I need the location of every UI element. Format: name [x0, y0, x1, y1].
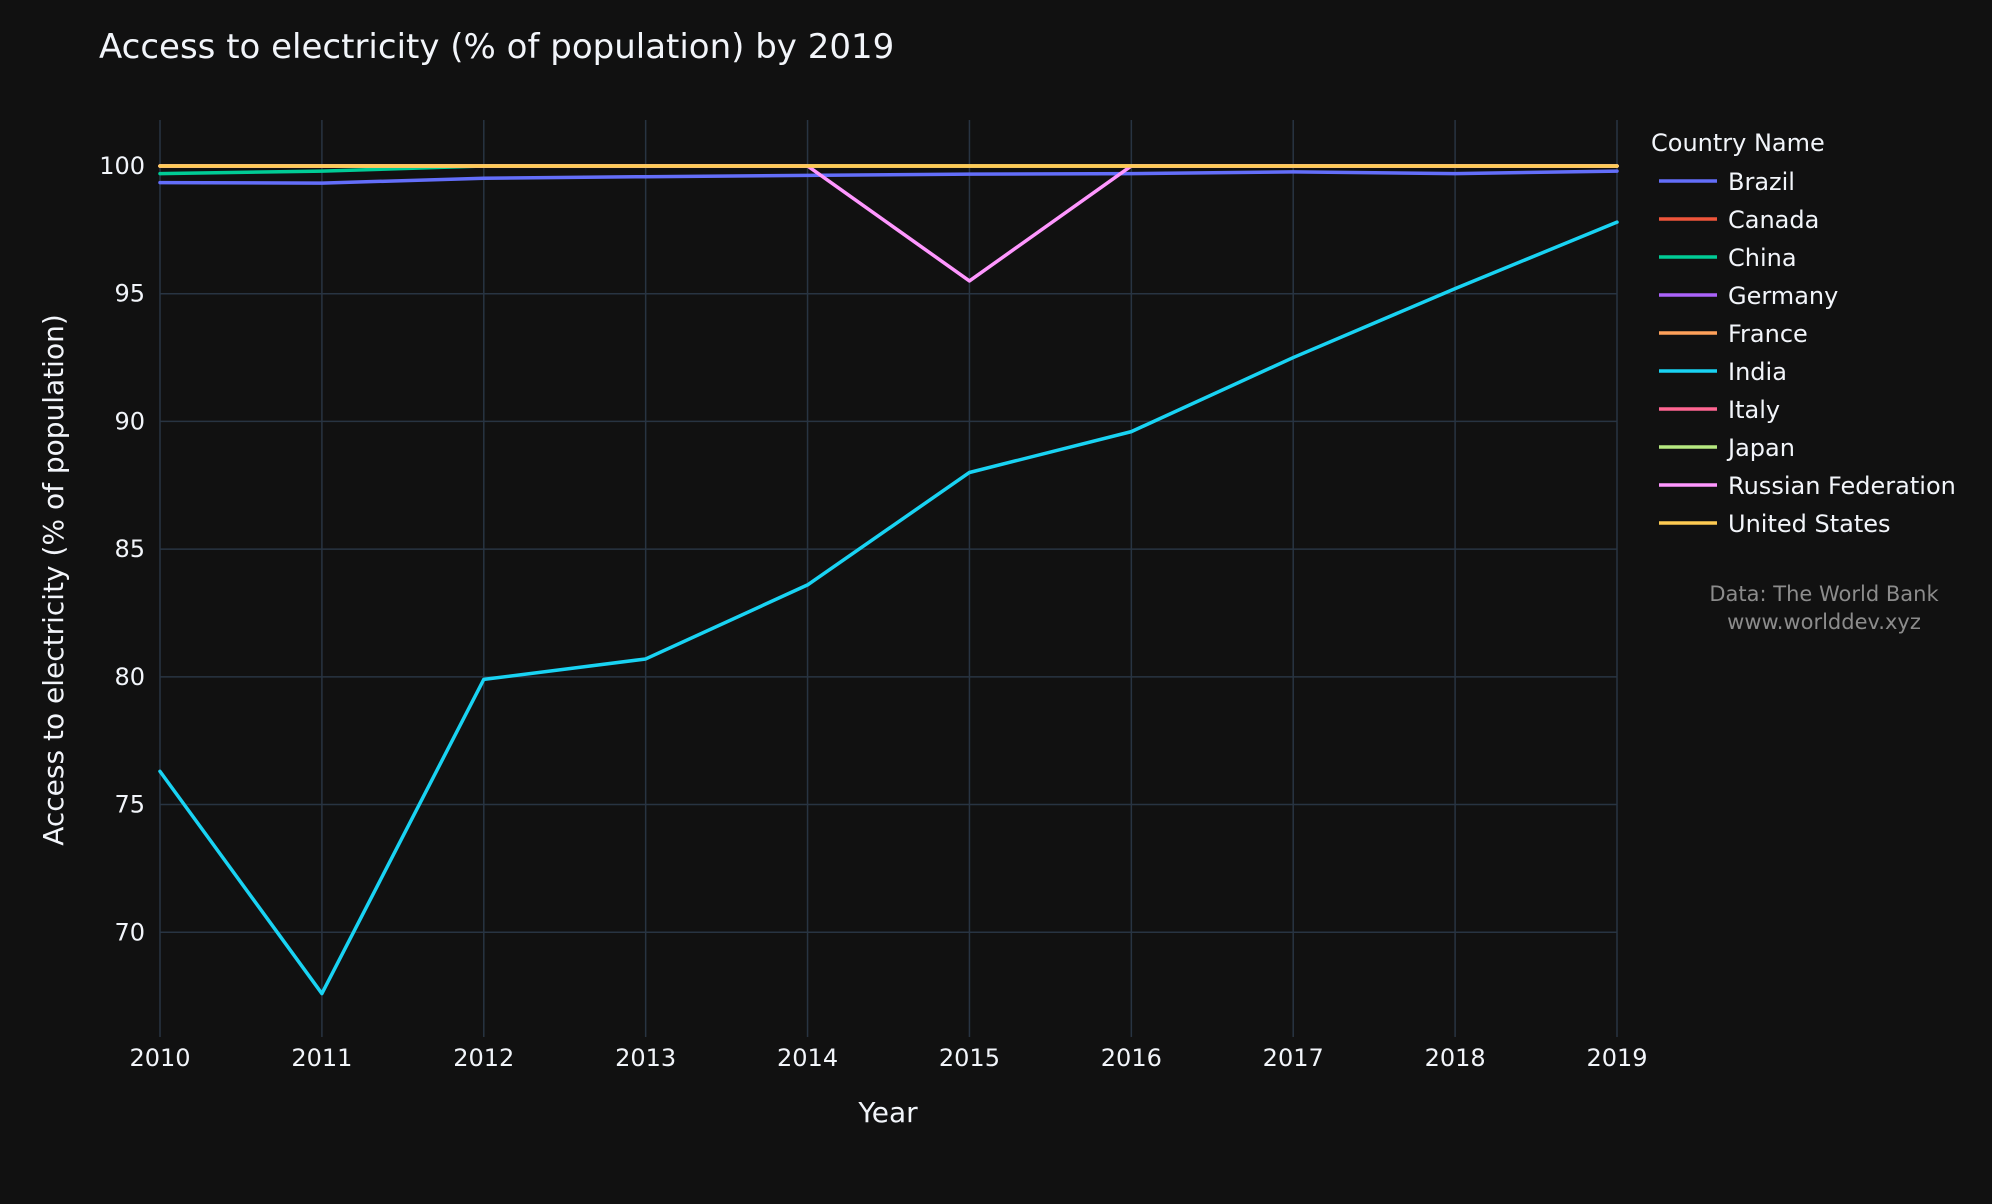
legend-label: Russian Federation [1728, 472, 1956, 500]
legend-label: United States [1728, 510, 1891, 538]
legend-label: India [1728, 358, 1787, 386]
legend-title: Country Name [1651, 129, 1825, 157]
x-tick-label: 2015 [939, 1044, 1000, 1072]
y-tick-label: 90 [114, 407, 145, 435]
x-axis-label: Year [857, 1096, 918, 1129]
x-tick-label: 2012 [453, 1044, 514, 1072]
x-tick-label: 2019 [1586, 1044, 1647, 1072]
x-tick-label: 2016 [1101, 1044, 1162, 1072]
x-tick-label: 2010 [129, 1044, 190, 1072]
y-tick-label: 80 [114, 663, 145, 691]
x-tick-label: 2013 [615, 1044, 676, 1072]
legend-label: Italy [1728, 396, 1780, 424]
x-tick-label: 2014 [777, 1044, 838, 1072]
x-tick-label: 2011 [291, 1044, 352, 1072]
y-tick-label: 85 [114, 535, 145, 563]
legend-label: Japan [1726, 434, 1795, 462]
x-tick-label: 2017 [1263, 1044, 1324, 1072]
legend-label: China [1728, 244, 1797, 272]
y-tick-label: 95 [114, 280, 145, 308]
y-axis-label: Access to electricity (% of population) [37, 314, 70, 846]
legend-label: Germany [1728, 282, 1838, 310]
y-tick-label: 70 [114, 918, 145, 946]
legend-label: France [1728, 320, 1808, 348]
x-tick-label: 2018 [1425, 1044, 1486, 1072]
source-annotation-line1: Data: The World Bank [1709, 582, 1939, 606]
legend-label: Brazil [1728, 168, 1795, 196]
legend-label: Canada [1728, 206, 1819, 234]
y-tick-label: 100 [99, 152, 145, 180]
y-tick-label: 75 [114, 791, 145, 819]
chart-title: Access to electricity (% of population) … [99, 27, 894, 67]
source-annotation-line2: www.worlddev.xyz [1727, 610, 1921, 634]
